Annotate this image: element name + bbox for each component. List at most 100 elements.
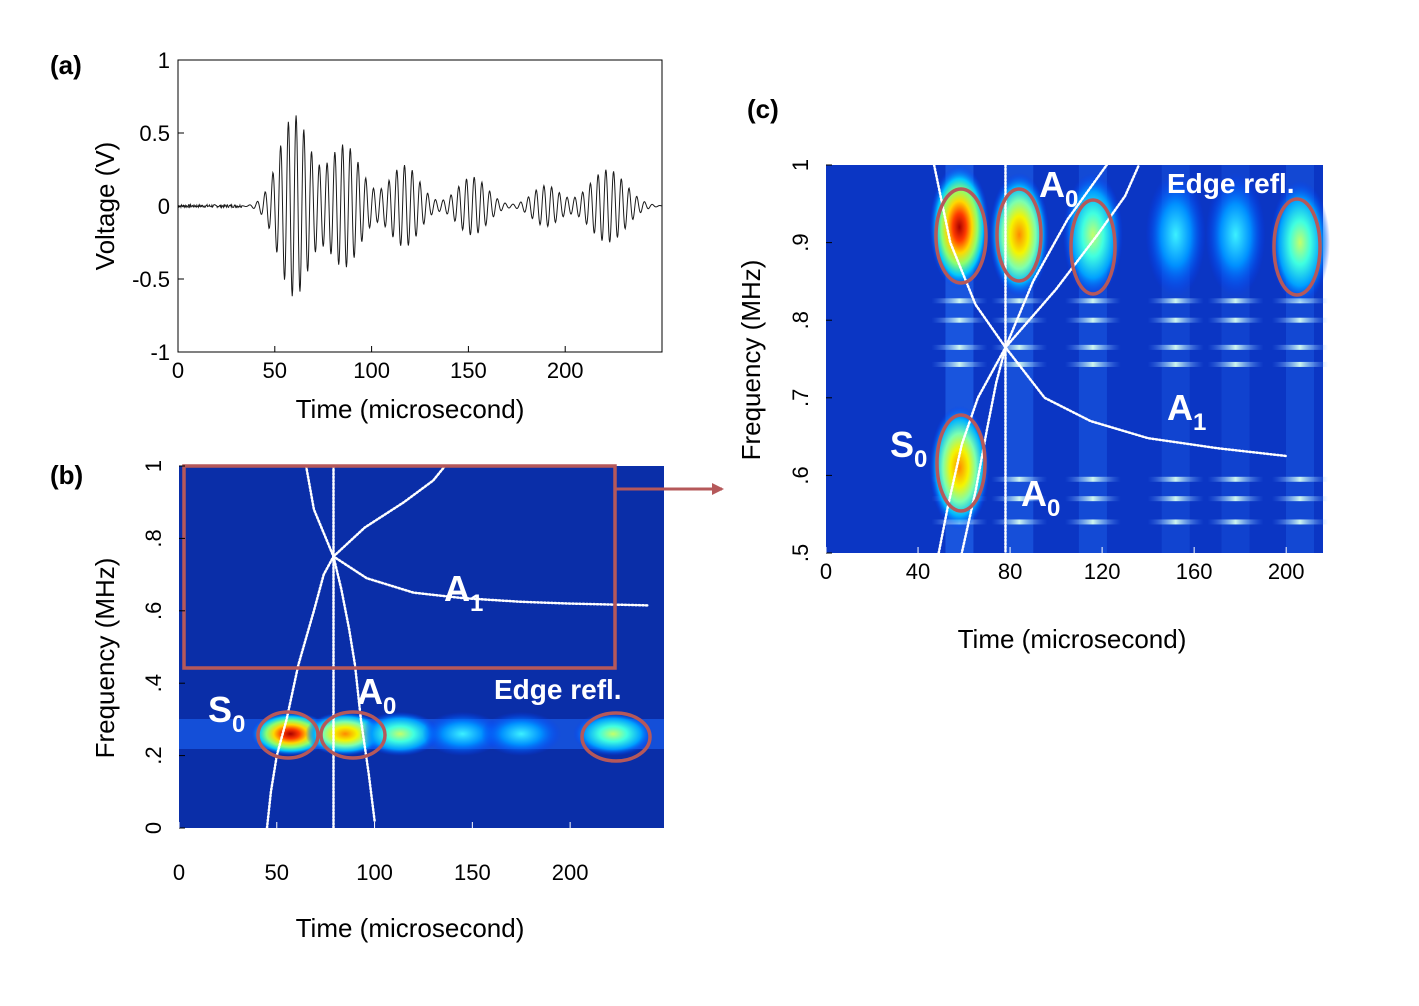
x-tick-label-2: 160: [1176, 559, 1213, 584]
horizontal-band-c: [1147, 317, 1204, 323]
horizontal-band-c: [931, 361, 988, 367]
horizontal-band-c: [1271, 496, 1328, 502]
y-ticks-b: 1 .8 .6 .4 .2 0: [141, 460, 185, 834]
dispersion-curves-c: [932, 163, 1288, 555]
a1-curve-b: [304, 464, 650, 607]
dispersion-curves-b: [265, 464, 650, 830]
x-tick-label-2: 40: [906, 559, 930, 584]
horizontal-band-c: [1271, 476, 1328, 482]
horizontal-band-c: [1271, 344, 1328, 350]
x-tick-label-1: 0: [173, 860, 185, 885]
y-tick-label-2: .8: [788, 311, 813, 329]
y-tick-label-2: .7: [788, 389, 813, 407]
horizontal-band-c: [991, 344, 1048, 350]
horizontal-band-c: [1271, 361, 1328, 367]
x-tick-label-0: 150: [450, 358, 487, 383]
horizontal-band-c: [1064, 496, 1121, 502]
horizontal-band-c: [1064, 519, 1121, 525]
y-tick-label-0: 1: [158, 48, 170, 73]
horizontal-band-c: [991, 519, 1048, 525]
energy-blob-c: [1205, 172, 1266, 297]
horizontal-band-c: [931, 298, 988, 304]
x-tick-label-1: 150: [454, 860, 491, 885]
plot-area-a: [177, 59, 663, 353]
horizontal-band-c: [991, 298, 1048, 304]
s0-curve-c: [937, 163, 1108, 555]
y-tick-label-2: .5: [788, 544, 813, 562]
horizontal-band-c: [1207, 317, 1264, 323]
y-axis-label-b: Frequency (MHz): [90, 558, 120, 759]
edge-refl-annotation-c: Edge refl.: [1167, 168, 1295, 199]
y-tick-label-1: .8: [141, 529, 166, 547]
y-tick-label-1: 0: [141, 822, 166, 834]
edge-refl-annotation-b: Edge refl.: [494, 674, 622, 705]
x-ticks-a: 0 50 100 150 200: [172, 346, 584, 383]
x-ticks-c: 0 40 80 120 160 200: [820, 547, 1305, 584]
x-axis-label-b: Time (microsecond): [296, 913, 525, 943]
horizontal-band-c: [1207, 361, 1264, 367]
energy-blob-b: [250, 711, 331, 756]
edge-refl-ellipse-c: [1272, 197, 1322, 297]
y-tick-label-2: 1: [788, 159, 813, 171]
horizontal-band-c: [991, 317, 1048, 323]
s0-lower-ellipse: [935, 413, 987, 513]
horizontal-band-c: [1207, 496, 1264, 502]
s0-ellipse: [256, 710, 320, 760]
horizontal-band-c: [1147, 519, 1204, 525]
mode-ellipses-c: [934, 187, 1322, 513]
horizontal-band-c: [1207, 344, 1264, 350]
panel-c: (c) A0 Edge refl. A1 S0 A0 1 .9 .8 .7 .6 .5 0…: [736, 94, 1330, 654]
a0-upper-curve-c: [1004, 163, 1141, 349]
a0-upper-ellipse: [995, 187, 1043, 283]
horizontal-band-c: [1207, 476, 1264, 482]
a0-branch-curve-b: [332, 555, 376, 823]
x-tick-label-2: 0: [820, 559, 832, 584]
panel-b: (b) S0 A0 A1 Edge refl. 1 .8 .6 .4 .2 0 0 50 10…: [50, 460, 724, 943]
y-ticks-c: 1 .9 .8 .7 .6 .5: [788, 159, 832, 562]
horizontal-band-c: [1064, 476, 1121, 482]
y-tick-label-0: 0.5: [139, 121, 170, 146]
zoom-box: [182, 464, 617, 670]
y-ticks-a: 1 0.5 0 -0.5 -1: [132, 48, 184, 365]
horizontal-band-c: [1064, 344, 1121, 350]
a1-annotation-b: A1: [444, 568, 483, 617]
horizontal-band-c: [1147, 344, 1204, 350]
s0-upper-ellipse: [934, 187, 988, 285]
y-tick-label-2: .9: [788, 233, 813, 251]
a0-annotation-c-top: A0: [1039, 164, 1078, 213]
horizontal-band-c: [931, 317, 988, 323]
y-tick-label-1: .4: [141, 674, 166, 692]
x-axis-label-c: Time (microsecond): [958, 624, 1187, 654]
x-tick-label-1: 100: [356, 860, 393, 885]
edge-refl-ellipse: [580, 711, 652, 763]
horizontal-band-c: [1064, 317, 1121, 323]
x-tick-label-0: 0: [172, 358, 184, 383]
horizontal-band-c: [991, 476, 1048, 482]
s0-annotation-b: S0: [208, 689, 245, 738]
horizontal-band-c: [1147, 298, 1204, 304]
energy-blob-b: [422, 711, 503, 756]
horizontal-band-c: [1207, 519, 1264, 525]
horizontal-band-c: [1207, 298, 1264, 304]
a0-reflection-ellipse: [1069, 198, 1117, 296]
y-tick-label-0: -1: [150, 340, 170, 365]
horizontal-band-c: [1064, 298, 1121, 304]
x-tick-label-0: 100: [353, 358, 390, 383]
x-tick-label-0: 50: [263, 358, 287, 383]
horizontal-band-c: [1271, 519, 1328, 525]
voltage-signal-line: [177, 115, 663, 297]
energy-blob-b: [481, 711, 562, 756]
y-tick-label-0: -0.5: [132, 267, 170, 292]
panel-a-label: (a): [50, 50, 82, 80]
horizontal-band-c: [1271, 317, 1328, 323]
panel-a: (a) 1 0.5 0 -0.5 -1 0 50 100 150 200 Time (micro…: [50, 48, 663, 424]
x-axis-label-a: Time (microsecond): [296, 394, 525, 424]
a0-ellipse: [319, 710, 387, 760]
y-axis-label-a: Voltage (V): [90, 142, 120, 271]
y-tick-label-1: .2: [141, 746, 166, 764]
horizontal-band-c: [931, 344, 988, 350]
energy-blob-c: [1145, 172, 1206, 297]
a0-lower-curve-c: [960, 346, 1007, 555]
a0-upper-curve-b: [332, 464, 447, 558]
